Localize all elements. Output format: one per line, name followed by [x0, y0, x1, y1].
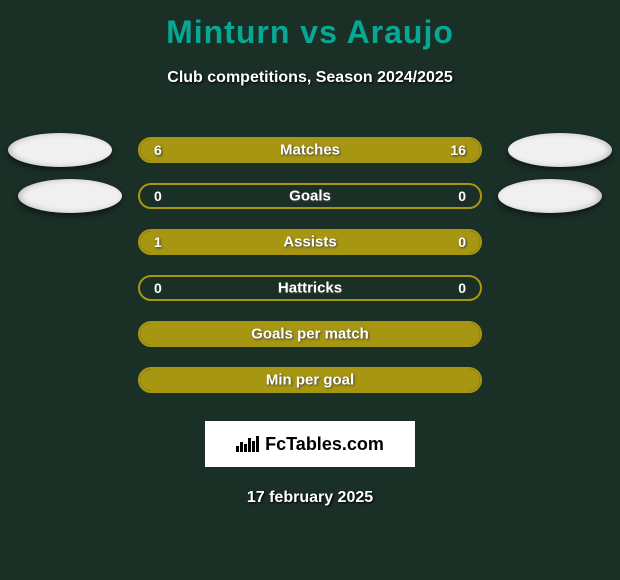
player-right-avatar — [508, 133, 612, 167]
date-label: 17 february 2025 — [0, 489, 620, 507]
brand-bars-icon — [236, 436, 259, 452]
stat-value-right: 0 — [458, 234, 466, 250]
stat-value-right: 0 — [458, 188, 466, 204]
stat-value-left: 0 — [154, 280, 162, 296]
stat-label: Assists — [283, 234, 336, 251]
stat-row-assists: 1 Assists 0 — [0, 219, 620, 265]
stat-label: Goals per match — [251, 326, 369, 343]
bar-track: Min per goal — [138, 367, 482, 393]
stat-value-left: 6 — [154, 142, 162, 158]
player-right-avatar-2 — [498, 179, 602, 213]
stat-row-matches: 6 Matches 16 — [0, 127, 620, 173]
stat-value-right: 16 — [450, 142, 466, 158]
stat-value-left: 1 — [154, 234, 162, 250]
stat-value-right: 0 — [458, 280, 466, 296]
bar-right-fill — [232, 139, 480, 161]
brand-badge: FcTables.com — [205, 421, 415, 467]
bar-track: 1 Assists 0 — [138, 229, 482, 255]
bar-track: 0 Goals 0 — [138, 183, 482, 209]
bar-right-fill — [402, 231, 480, 253]
player-left-avatar-2 — [18, 179, 122, 213]
bar-track: 0 Hattricks 0 — [138, 275, 482, 301]
stat-row-hattricks: 0 Hattricks 0 — [0, 265, 620, 311]
stat-label: Min per goal — [266, 372, 354, 389]
brand-text: FcTables.com — [265, 434, 384, 455]
page-title: Minturn vs Araujo — [0, 0, 620, 51]
bar-left-fill — [140, 231, 402, 253]
stat-label: Matches — [280, 142, 340, 159]
bar-track: Goals per match — [138, 321, 482, 347]
stat-label: Goals — [289, 188, 331, 205]
stat-row-mpg: Min per goal — [0, 357, 620, 403]
stat-row-gpm: Goals per match — [0, 311, 620, 357]
player-left-avatar — [8, 133, 112, 167]
comparison-chart: 6 Matches 16 0 Goals 0 1 Assists 0 0 Hat… — [0, 127, 620, 403]
stat-label: Hattricks — [278, 280, 342, 297]
stat-row-goals: 0 Goals 0 — [0, 173, 620, 219]
stat-value-left: 0 — [154, 188, 162, 204]
season-subtitle: Club competitions, Season 2024/2025 — [0, 69, 620, 87]
bar-track: 6 Matches 16 — [138, 137, 482, 163]
